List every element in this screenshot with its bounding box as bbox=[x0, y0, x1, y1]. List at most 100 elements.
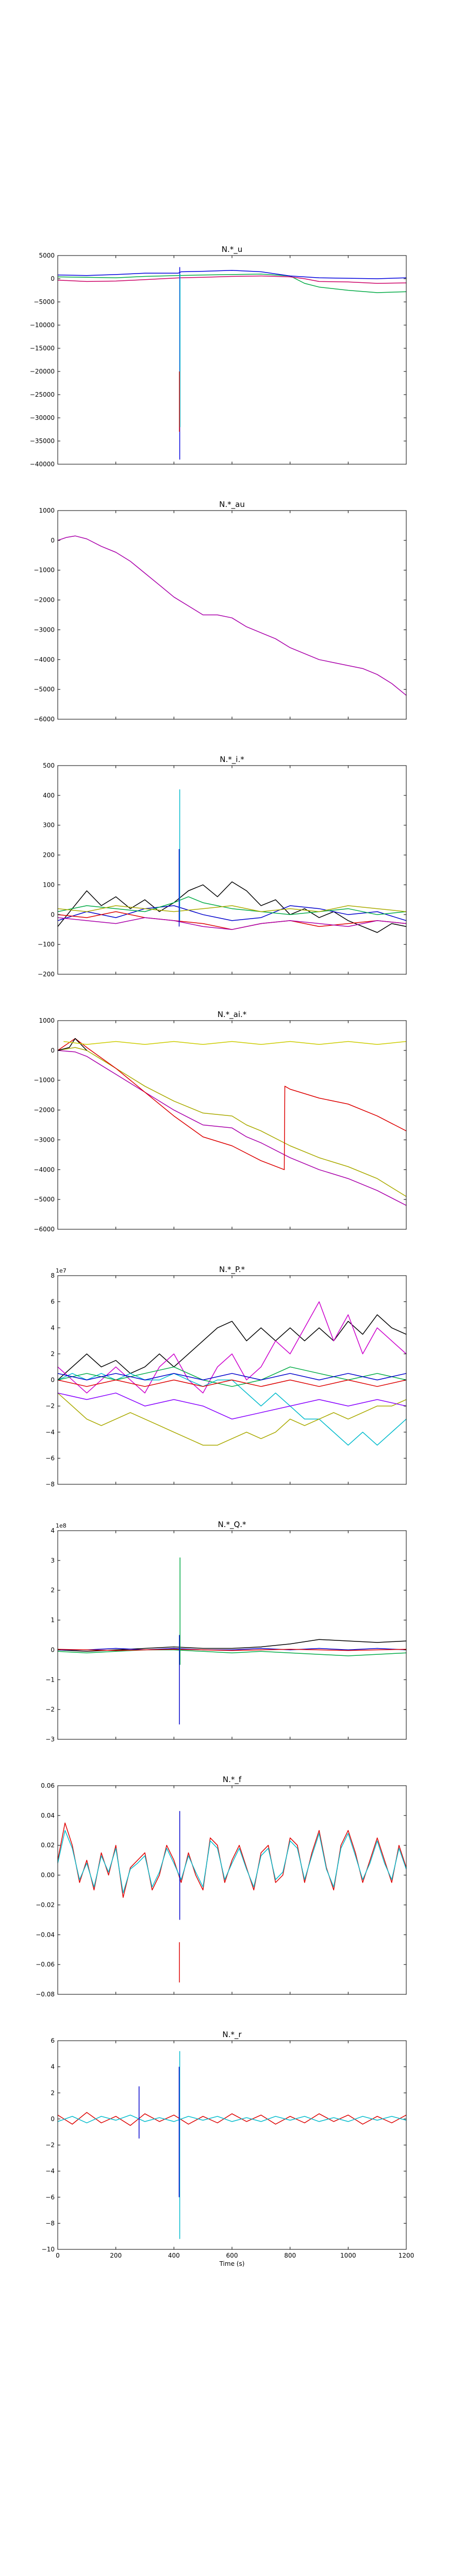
series-line-2 bbox=[58, 905, 406, 921]
series-line-3 bbox=[58, 1373, 406, 1446]
y-tick-label: −15000 bbox=[30, 345, 55, 352]
series-line-1 bbox=[58, 881, 406, 933]
plot-frame bbox=[57, 255, 407, 465]
y-tick-label: 2 bbox=[51, 1587, 55, 1594]
y-tick-label: −10000 bbox=[30, 321, 55, 329]
chart-panel-2: N.*_au 1000 0 −1000 −2000 −3000 −4000 −5000 −600… bbox=[34, 500, 407, 723]
chart-title: N.*_P.* bbox=[219, 1265, 245, 1275]
series-group bbox=[58, 535, 406, 696]
chart-panel-3: N.*_i.* 500 400 300 200 100 0 −100 −200 bbox=[38, 755, 407, 978]
plot-frame bbox=[57, 2040, 407, 2250]
y-tick-label: −30000 bbox=[30, 414, 55, 421]
y-tick-label: 8 bbox=[51, 1272, 55, 1279]
y-tick-label: 200 bbox=[43, 852, 55, 859]
series-line-8 bbox=[58, 1373, 406, 1381]
chart-panel-5: N.*_P.* 8 6 4 2 0 −2 −4 −6 −8 1e7 bbox=[45, 1265, 407, 1488]
y-tick-label: −2 bbox=[45, 1402, 55, 1410]
series-line-1 bbox=[58, 535, 406, 696]
y-tick-label: 0 bbox=[51, 2115, 55, 2123]
series-line-4 bbox=[58, 1393, 406, 1446]
y-tick-label: 0 bbox=[51, 275, 55, 282]
y-tick-label: 100 bbox=[43, 881, 55, 888]
y-tick-label: 5000 bbox=[39, 252, 55, 259]
y-tick-label: 6 bbox=[51, 1298, 55, 1306]
y-tick-label: 0 bbox=[51, 537, 55, 544]
chart-title: N.*_r bbox=[222, 2030, 242, 2040]
x-tick-label: 800 bbox=[284, 2252, 296, 2259]
series-line-1 bbox=[58, 1314, 406, 1381]
series-line-4 bbox=[58, 1649, 406, 1651]
y-tick-label: −2 bbox=[45, 2142, 55, 2149]
series-group bbox=[58, 1038, 406, 1206]
x-tick-label: 1000 bbox=[340, 2252, 356, 2259]
y-tick-label: −3 bbox=[45, 1736, 55, 1743]
y-tick-label: −1 bbox=[45, 1676, 55, 1683]
y-tick-label: −3000 bbox=[34, 1136, 55, 1143]
y-tick-label: −6000 bbox=[34, 1226, 55, 1233]
series-group bbox=[58, 2051, 406, 2239]
chart-panel-7: N.*_f 0.06 0.04 0.02 0.00 −0.02 −0.04 −0.06 −0.0… bbox=[36, 1775, 407, 1998]
y-tick-label: 0 bbox=[51, 911, 55, 918]
y-tick-label: 0.06 bbox=[41, 1782, 55, 1789]
y-tick-label: −0.08 bbox=[36, 1991, 55, 1998]
y-tick-label: 2 bbox=[51, 2089, 55, 2096]
series-line-2 bbox=[58, 1301, 406, 1394]
y-tick-label: 2 bbox=[51, 1350, 55, 1358]
series-group bbox=[58, 1301, 406, 1446]
y-tick-label: −0.02 bbox=[36, 1901, 55, 1908]
y-tick-label: −4 bbox=[45, 1429, 55, 1436]
series-group bbox=[58, 1557, 406, 1725]
series-group bbox=[58, 789, 406, 933]
plot-frame bbox=[57, 1785, 407, 1995]
x-tick-label: 0 bbox=[56, 2252, 60, 2259]
chart-title: N.*_Q.* bbox=[218, 1520, 246, 1530]
chart-panel-1: N.*_u 5000 0 −5000 −10000 −15000 −20000 −25000 −… bbox=[30, 245, 407, 468]
x-tick-label: 200 bbox=[110, 2252, 122, 2259]
y-tick-label: −6 bbox=[45, 1454, 55, 1462]
series-line-1 bbox=[58, 274, 406, 293]
y-tick-label: 500 bbox=[43, 762, 55, 769]
y-tick-label: −100 bbox=[38, 941, 55, 948]
series-group bbox=[58, 1811, 406, 1982]
y-tick-label: 0.00 bbox=[41, 1872, 55, 1879]
chart-panel-6: N.*_Q.* 4 3 2 1 0 −1 −2 −3 1e8 bbox=[45, 1520, 407, 1743]
y-tick-label: −4 bbox=[45, 2167, 55, 2175]
y-tick-label: −20000 bbox=[30, 368, 55, 375]
y-tick-label: −6000 bbox=[34, 716, 55, 723]
y-tick-label: −6 bbox=[45, 2194, 55, 2201]
series-line-5 bbox=[63, 1041, 406, 1045]
series-group bbox=[58, 267, 406, 460]
y-tick-label: 6 bbox=[51, 2037, 55, 2044]
y-tick-label: 1000 bbox=[39, 507, 55, 514]
series-line-3 bbox=[58, 1038, 406, 1171]
series-line-1 bbox=[58, 1639, 406, 1652]
y-tick-label: −4000 bbox=[34, 1166, 55, 1173]
plot-frame bbox=[57, 1020, 407, 1230]
series-line-5 bbox=[58, 905, 406, 912]
chart-panel-4: N.*_ai.* 1000 0 −1000 −2000 −3000 −4000 −5000 −6… bbox=[34, 1010, 407, 1233]
chart-title: N.*_i.* bbox=[220, 755, 244, 765]
series-line-6 bbox=[58, 917, 406, 930]
series-line-3 bbox=[58, 270, 406, 279]
series-line-2 bbox=[58, 2114, 406, 2124]
y-tick-label: −200 bbox=[38, 971, 55, 978]
y-tick-label: −5000 bbox=[34, 298, 55, 306]
y-tick-label: 300 bbox=[43, 822, 55, 829]
series-line-6 bbox=[58, 1393, 406, 1420]
y-tick-label: −2000 bbox=[34, 1107, 55, 1114]
y-tick-label: −5000 bbox=[34, 686, 55, 693]
y-tick-label: −35000 bbox=[30, 437, 55, 445]
y-tick-label: −8 bbox=[45, 2219, 55, 2227]
y-tick-label: 0.02 bbox=[41, 1842, 55, 1849]
y-offset-label: 1e8 bbox=[56, 1522, 67, 1529]
y-tick-label: 4 bbox=[51, 1527, 55, 1534]
series-line-1 bbox=[58, 1047, 406, 1197]
y-tick-label: −5000 bbox=[34, 1196, 55, 1203]
y-tick-label: 0 bbox=[51, 1377, 55, 1384]
y-tick-label: −10 bbox=[42, 2246, 55, 2253]
series-line-2 bbox=[58, 1830, 406, 1894]
y-tick-label: −2 bbox=[45, 1706, 55, 1713]
y-tick-label: 4 bbox=[51, 2063, 55, 2071]
